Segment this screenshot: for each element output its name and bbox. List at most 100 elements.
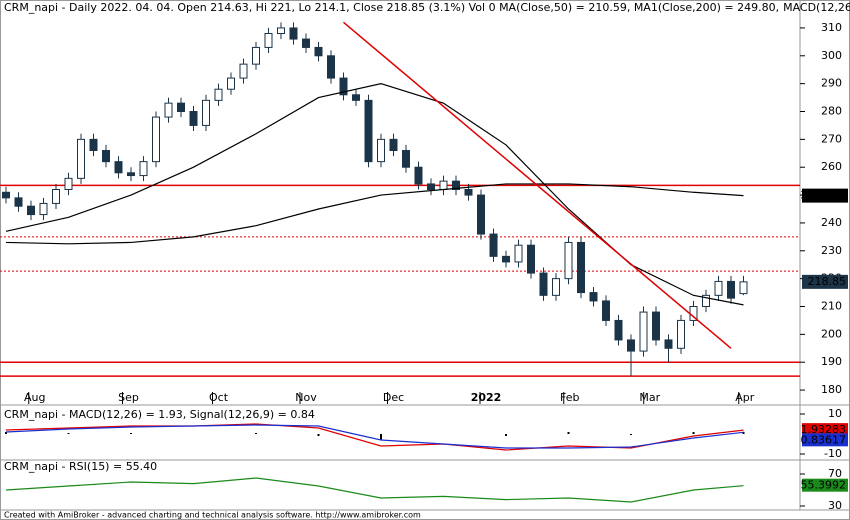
candle-body xyxy=(402,150,410,168)
candle-body xyxy=(614,319,623,341)
candle-body xyxy=(277,27,285,34)
candle-body xyxy=(227,77,235,90)
candle-body xyxy=(339,77,348,96)
candle-body xyxy=(514,244,523,263)
indicator-line xyxy=(5,423,744,451)
x-tick-label: Nov xyxy=(295,391,317,404)
moving-average xyxy=(5,183,744,245)
indicator-line xyxy=(5,424,744,449)
candle-body xyxy=(552,278,560,296)
candle-body xyxy=(427,183,435,191)
histogram-bar xyxy=(5,432,7,434)
candle-body xyxy=(264,33,273,48)
candle-body xyxy=(377,138,385,163)
candle-body xyxy=(239,63,248,79)
x-tick-label: Mar xyxy=(639,391,660,404)
candle-body xyxy=(314,46,323,57)
x-tick-label: 2022 xyxy=(471,391,502,404)
y-tick-label: 230 xyxy=(821,244,842,257)
candle-body xyxy=(214,88,223,101)
x-tick-label: Oct xyxy=(209,391,229,404)
x-tick-label: Aug xyxy=(24,391,45,404)
candle-body xyxy=(164,102,173,118)
candle-body xyxy=(2,191,10,199)
y-tick-label: -10 xyxy=(824,447,842,460)
candle-body xyxy=(727,280,735,299)
chart-title-extra: MACD(12,26) = xyxy=(783,1,850,14)
candle-body xyxy=(89,138,98,152)
y-tick-label: 180 xyxy=(821,383,842,396)
x-tick-label: Feb xyxy=(560,391,579,404)
panel-title: CRM_napi - MACD(12,26) = 1.93, Signal(12… xyxy=(4,408,315,421)
y-tick-label: 280 xyxy=(821,105,842,118)
candle-body xyxy=(152,116,160,163)
candle-body xyxy=(539,272,548,296)
candle-body xyxy=(664,339,673,349)
candle-body xyxy=(77,138,85,179)
y-tick-label: 30 xyxy=(828,499,842,512)
indicator-line xyxy=(5,477,744,503)
y-tick-label: 310 xyxy=(821,21,842,34)
candle-body xyxy=(139,161,148,177)
candle-body xyxy=(564,241,573,280)
candle-body xyxy=(352,94,360,101)
candle-body xyxy=(477,194,485,235)
candle-body xyxy=(39,202,48,216)
y-tick-label: 10 xyxy=(828,407,842,420)
candle-body xyxy=(602,300,610,321)
candle-body xyxy=(652,311,660,341)
y-tick-label: 190 xyxy=(821,355,842,368)
value-box-label: 1.93283 xyxy=(801,423,847,436)
candle-body xyxy=(464,189,473,196)
candle-body xyxy=(739,281,748,295)
candle-body xyxy=(52,189,60,204)
candle-body xyxy=(202,99,210,126)
y-tick-label: 290 xyxy=(821,77,842,90)
x-tick-label: Apr xyxy=(735,391,755,404)
candle-body xyxy=(114,161,123,174)
candle-body xyxy=(102,150,110,163)
y-tick-label: 260 xyxy=(821,160,842,173)
panel-title: CRM_napi - RSI(15) = 55.40 xyxy=(4,460,157,473)
histogram-bar xyxy=(692,432,695,434)
candle-body xyxy=(252,46,260,65)
candle-body xyxy=(577,241,585,294)
histogram-bar xyxy=(567,432,570,434)
candle-body xyxy=(439,180,448,190)
candle-body xyxy=(127,172,135,177)
candle-body xyxy=(289,27,298,40)
footer: Created with AmiBroker - advanced charti… xyxy=(4,511,421,520)
candle-body xyxy=(527,244,535,274)
value-box xyxy=(802,478,848,492)
value-box-label: 55.3992 xyxy=(801,479,847,492)
x-tick-label: Dec xyxy=(383,391,404,404)
candle-body xyxy=(327,55,335,79)
value-box xyxy=(802,433,848,447)
y-tick-label: 270 xyxy=(821,132,842,145)
candle-body xyxy=(714,280,723,296)
trendline xyxy=(343,21,732,349)
candle-body xyxy=(677,319,685,349)
candle-body xyxy=(489,233,498,257)
candle-body xyxy=(14,197,23,207)
candle-body xyxy=(364,99,373,163)
histogram-bar xyxy=(317,434,320,436)
x-tick-label: Sep xyxy=(118,391,139,404)
candle-body xyxy=(27,205,35,216)
y-tick-label: 70 xyxy=(828,467,842,480)
candle-body xyxy=(189,111,198,126)
candle-body xyxy=(639,311,648,352)
y-tick-label: 300 xyxy=(821,49,842,62)
y-tick-label: 200 xyxy=(821,327,842,340)
histogram-bar xyxy=(130,433,132,434)
histogram-bar xyxy=(255,433,257,434)
candle-body xyxy=(452,180,460,190)
value-box-label: 218.85 xyxy=(808,275,847,288)
histogram-bar xyxy=(505,434,507,436)
value-box xyxy=(802,274,848,289)
y-tick-label: 210 xyxy=(821,300,842,313)
candle-body xyxy=(627,339,635,352)
chart-title: CRM_napi - Daily 2022. 04. 04. Open 214.… xyxy=(4,1,779,14)
